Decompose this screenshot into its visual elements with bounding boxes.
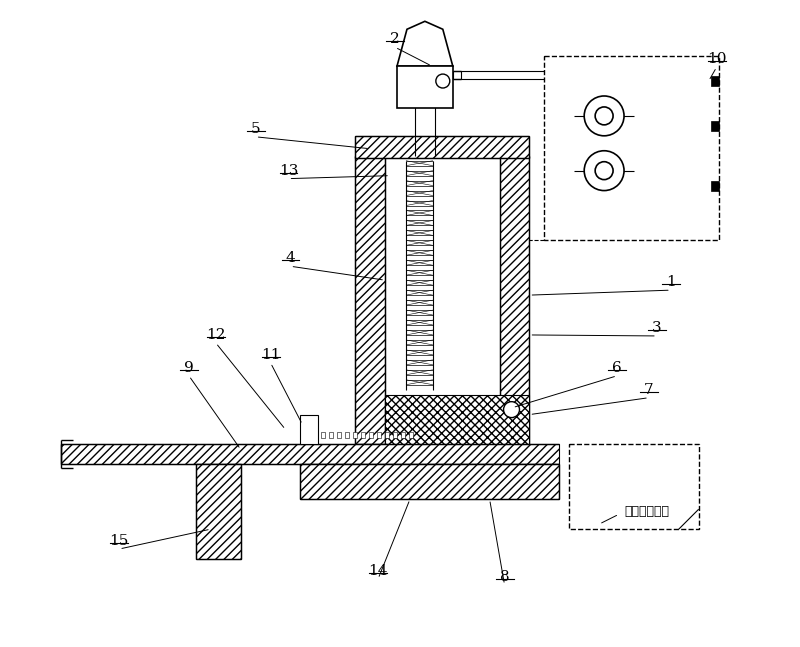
Text: 15: 15 (110, 534, 129, 548)
Bar (314, 432, 318, 437)
Bar (354, 432, 357, 437)
Text: 4: 4 (286, 251, 295, 265)
Bar (397, 66, 453, 108)
Text: 10: 10 (707, 52, 726, 66)
Polygon shape (301, 465, 559, 499)
Text: 1: 1 (666, 275, 676, 289)
Polygon shape (499, 156, 530, 444)
Circle shape (503, 402, 519, 417)
Bar (385, 432, 389, 437)
Text: 2: 2 (390, 32, 400, 46)
Bar (346, 432, 350, 437)
Text: 8: 8 (500, 570, 510, 584)
Bar (338, 432, 342, 437)
Bar (393, 432, 397, 437)
Polygon shape (355, 136, 530, 158)
Polygon shape (385, 395, 530, 444)
Bar (330, 432, 334, 437)
Polygon shape (397, 21, 453, 66)
Text: 展开定位支轿: 展开定位支轿 (624, 505, 669, 518)
Bar (306, 432, 310, 437)
Text: 6: 6 (612, 361, 622, 375)
Text: 13: 13 (278, 164, 298, 178)
Bar (377, 432, 381, 437)
Circle shape (595, 162, 613, 180)
Circle shape (584, 96, 624, 136)
Polygon shape (355, 156, 385, 444)
Bar (361, 432, 365, 437)
Bar (710, 181, 718, 191)
Circle shape (584, 151, 624, 191)
Text: 9: 9 (184, 361, 194, 375)
Bar (322, 432, 326, 437)
Text: 14: 14 (368, 564, 388, 578)
Bar (301, 415, 318, 444)
Text: 7: 7 (644, 383, 654, 397)
Bar (401, 432, 405, 437)
Bar (453, 71, 461, 79)
Bar (710, 76, 718, 86)
Bar (570, 444, 698, 529)
Polygon shape (62, 444, 559, 465)
Bar (544, 56, 718, 240)
Text: 11: 11 (261, 348, 280, 362)
Bar (409, 432, 413, 437)
Bar (710, 121, 718, 131)
Circle shape (436, 74, 450, 88)
Text: 12: 12 (206, 328, 226, 342)
Text: 3: 3 (652, 321, 662, 335)
Text: 5: 5 (251, 122, 261, 136)
Circle shape (595, 107, 613, 125)
Polygon shape (196, 465, 241, 559)
Bar (369, 432, 373, 437)
